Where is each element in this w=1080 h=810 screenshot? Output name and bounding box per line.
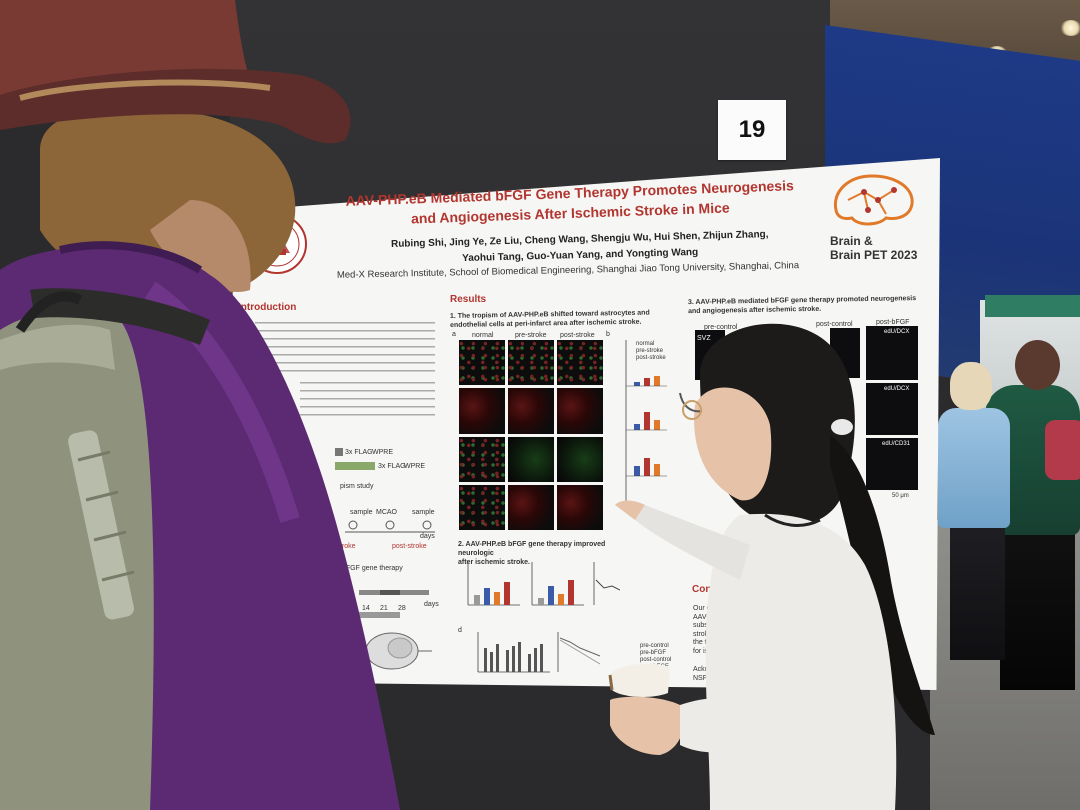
column-label: post-stroke [560, 332, 595, 339]
microscopy-tile [508, 388, 554, 434]
background-person-head [950, 362, 992, 410]
legend-entry: pre-control [640, 643, 669, 649]
introduction-text [255, 322, 435, 374]
construct-label: WPRE [372, 449, 393, 456]
bar-chart-panel-d [477, 632, 601, 673]
results-caption-2: 2. AAV-PHP.eB bFGF gene therapy improved… [458, 541, 606, 566]
background-person-legs [1000, 530, 1075, 690]
microscopy-tile [508, 436, 554, 482]
legend-entry: pre-bFGF [640, 650, 667, 656]
conference-name: Brain & Brain PET 2023 [830, 234, 918, 262]
timeline-label: troke [340, 543, 356, 550]
timeline-tick: 28 [398, 605, 406, 612]
microscopy-tile [508, 484, 554, 530]
scale-bar-label: 50 μm [892, 493, 909, 499]
microscopy-tile [557, 340, 603, 386]
timeline-title: bFGF gene therapy [342, 565, 403, 572]
microscopy-tile [508, 340, 554, 386]
section-results: Results [450, 294, 487, 305]
acknowledgement-heading: Ackno [693, 666, 713, 673]
marker-label: edU/DCX [884, 329, 910, 335]
region-label: SVZ [697, 335, 711, 342]
woman-pointing-at-poster [608, 323, 935, 810]
microscopy-tile [459, 340, 505, 386]
conference-brain-logo-icon [833, 174, 914, 226]
background-person-legs [950, 525, 1005, 660]
background-person-blonde [938, 408, 1010, 528]
timeline-tick: 21 [380, 605, 388, 612]
brain-slice-diagram [365, 632, 432, 670]
marker-label: edU/DCX [884, 386, 910, 392]
bar-chart-panel-b [625, 340, 667, 505]
legend-entry: post-control [640, 657, 672, 663]
timeline-tick: 14 [362, 605, 370, 612]
introduction-text [300, 382, 435, 418]
legend-entry: post-stroke [636, 355, 666, 361]
column-label: pre-stroke [515, 332, 547, 339]
microscopy-panel [866, 438, 918, 490]
microscopy-tile [557, 388, 603, 434]
construct-label: 3x FLAG [345, 449, 373, 456]
timeline-label: MCAO [376, 509, 397, 516]
legend-entry: normal [636, 341, 655, 347]
panel-label: d [458, 627, 462, 634]
column-label: pre-control [704, 324, 738, 331]
construct-diagram [335, 448, 435, 618]
column-label: post-bFGF [876, 319, 910, 326]
microscopy-tile [557, 484, 603, 530]
timeline-label: sample [350, 509, 373, 516]
timeline-label: post-stroke [392, 543, 427, 550]
microscopy-tile [459, 436, 505, 482]
acknowledgement-text: NSFC [693, 675, 713, 682]
marker-label: edU/CD31 [882, 441, 911, 447]
microscopy-tile [557, 436, 603, 482]
section-introduction: Introduction [238, 302, 297, 313]
microscopy-tile [459, 484, 505, 530]
construct-label: 3x FLAG [378, 463, 406, 470]
panel-label: b [606, 331, 610, 338]
timeline-label: days [424, 601, 439, 608]
person-with-hat-and-backpack [0, 0, 400, 810]
booth-banner [985, 295, 1080, 317]
bar-chart-panel-2 [467, 562, 620, 606]
microscopy-image-grid [459, 340, 603, 530]
construct-label: WPRE [404, 463, 425, 470]
background-red-bag [1045, 420, 1080, 480]
microscopy-panel [866, 326, 918, 380]
timeline-label: days [420, 533, 435, 540]
microscopy-panel [866, 383, 918, 435]
timeline-label: sample [412, 509, 435, 516]
column-label: normal [472, 332, 494, 339]
board-number-card: 19 [718, 100, 786, 160]
timeline-title: pism study [340, 483, 374, 490]
ceiling-light [1060, 20, 1080, 36]
panel-label: a [452, 331, 456, 338]
legend-entry: pre-stroke [636, 348, 664, 354]
column-label: post-control [816, 321, 853, 328]
microscopy-tile [459, 388, 505, 434]
background-person-head [1015, 340, 1060, 390]
